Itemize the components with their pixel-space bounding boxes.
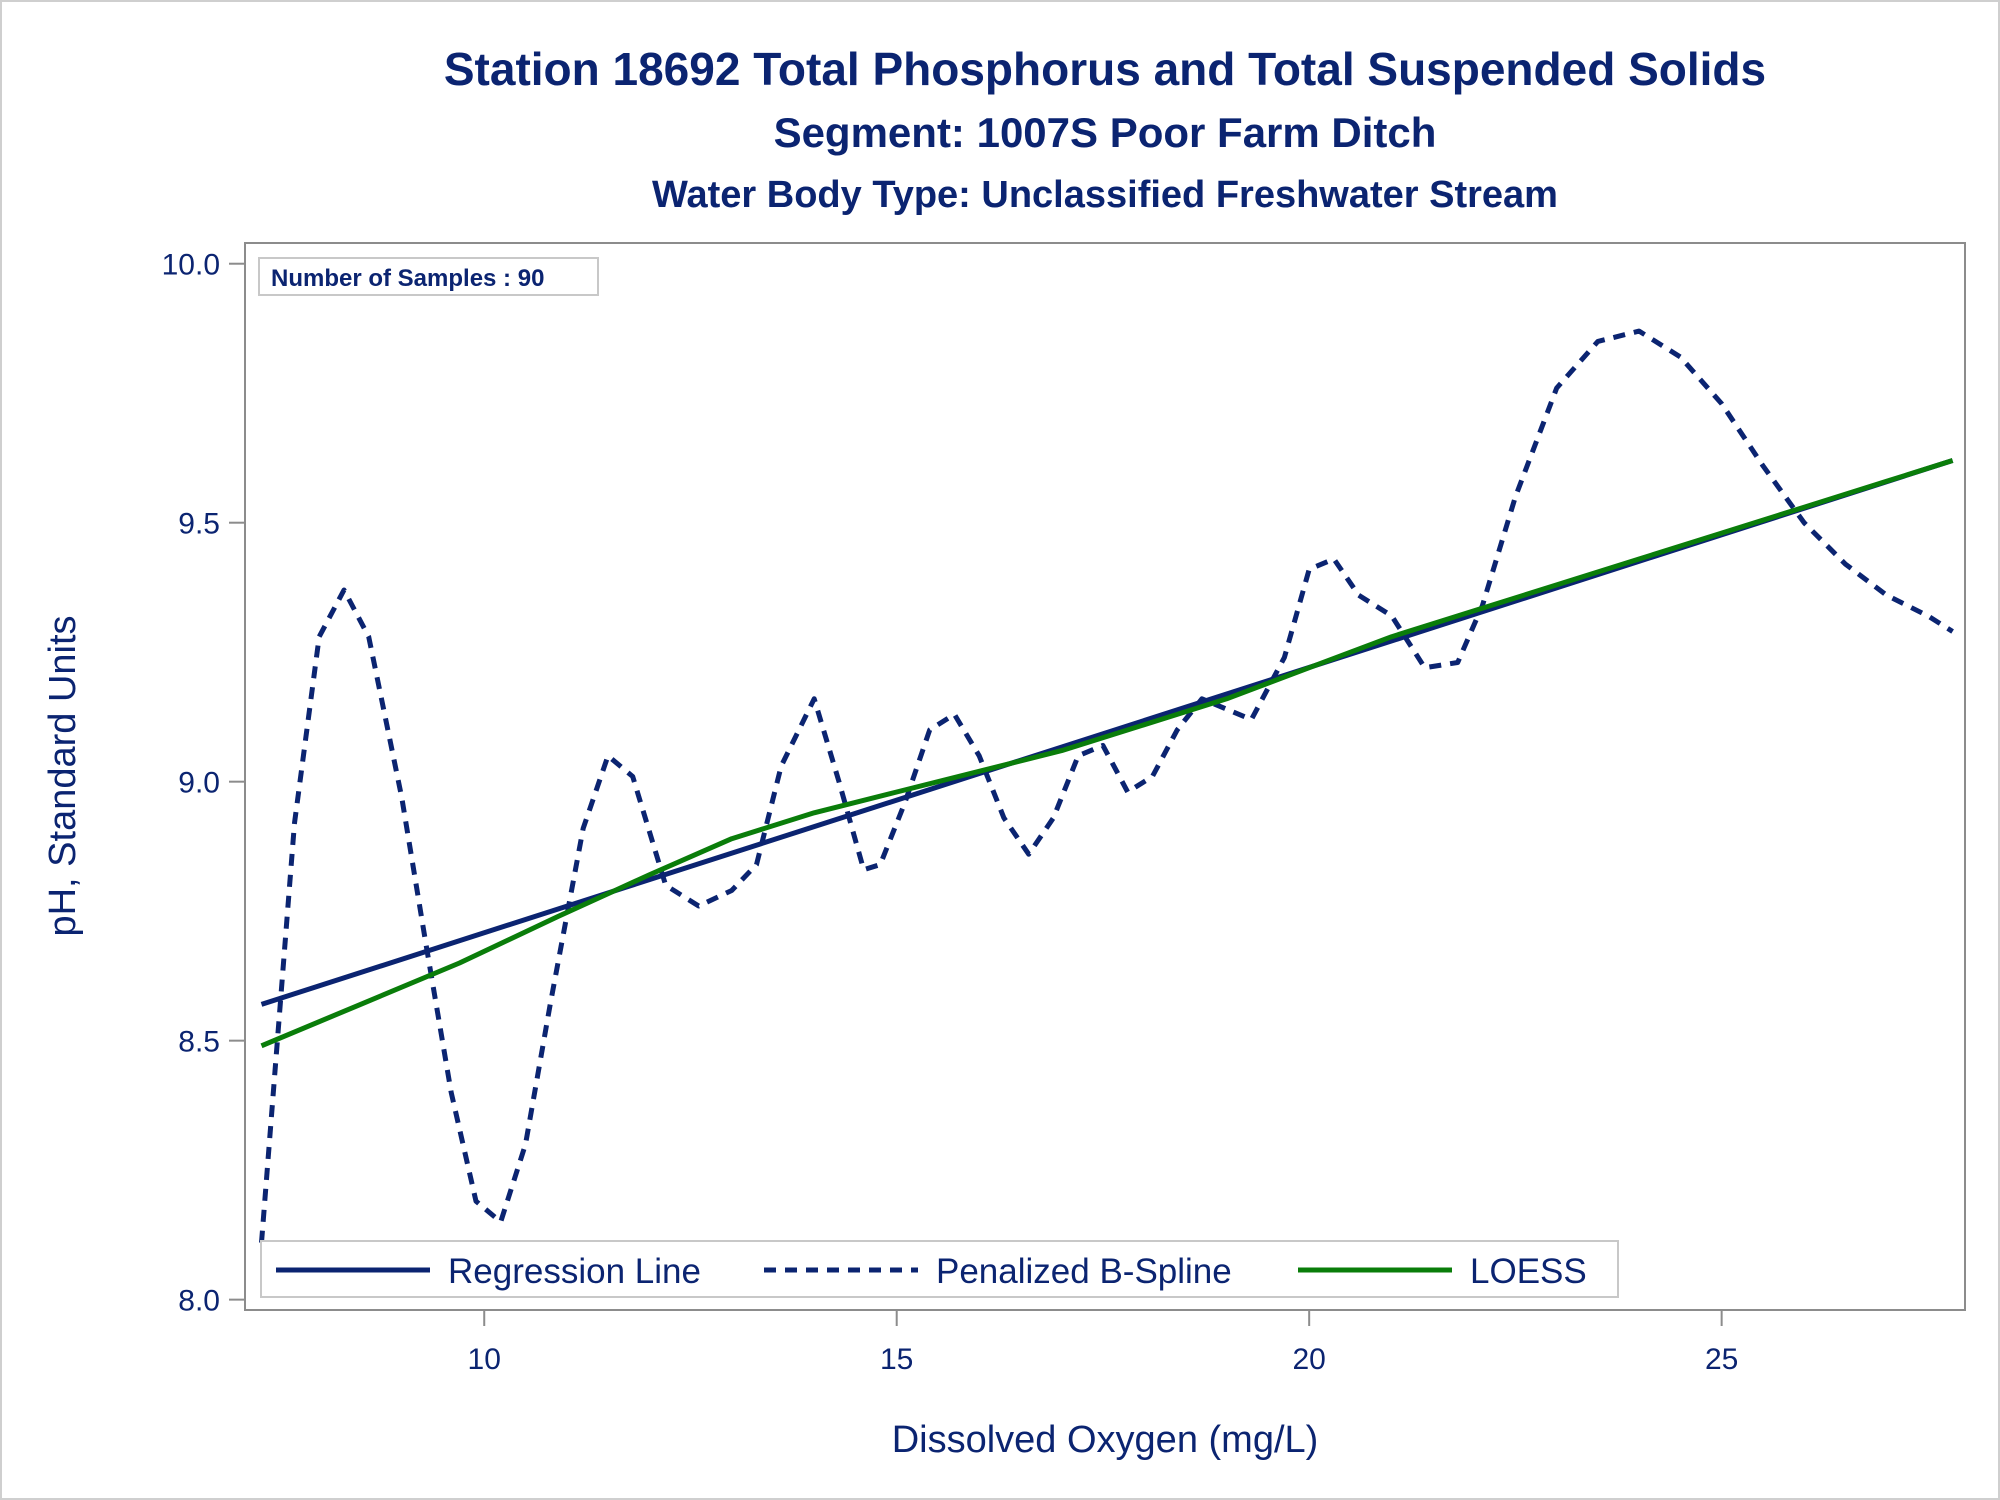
series-penalized-bspline bbox=[259, 328, 1954, 1243]
chart-title: Station 18692 Total Phosphorus and Total… bbox=[444, 43, 1766, 95]
sample-count-text: Number of Samples : 90 bbox=[271, 265, 544, 292]
y-tick-label: 8.5 bbox=[178, 1026, 220, 1059]
y-axis-label: pH, Standard Units bbox=[42, 615, 84, 936]
chart-subtitle: Segment: 1007S Poor Farm Ditch bbox=[774, 109, 1437, 156]
x-tick-label: 10 bbox=[468, 1343, 501, 1376]
legend-label-loess: LOESS bbox=[1470, 1252, 1587, 1291]
sample-count-box: Number of Samples : 90 bbox=[258, 257, 599, 296]
chart-subtitle-2: Water Body Type: Unclassified Freshwater… bbox=[652, 174, 1558, 216]
x-tick-label: 20 bbox=[1292, 1343, 1325, 1376]
series-loess bbox=[260, 458, 1954, 1049]
plot-area bbox=[244, 242, 1966, 1311]
series-layer bbox=[259, 328, 1954, 1243]
y-tick-label: 9.5 bbox=[178, 508, 220, 541]
plot-border bbox=[244, 242, 1966, 1311]
legend: Regression Line Penalized B-Spline LOESS bbox=[260, 1240, 1619, 1298]
legend-label-spline: Penalized B-Spline bbox=[936, 1252, 1232, 1291]
x-axis: 10 15 20 25 bbox=[468, 1310, 1738, 1376]
y-tick-label: 10.0 bbox=[162, 249, 220, 282]
x-axis-label: Dissolved Oxygen (mg/L) bbox=[892, 1419, 1319, 1461]
y-axis: 8.0 8.5 9.0 9.5 10.0 bbox=[162, 249, 245, 1318]
legend-label-regression: Regression Line bbox=[448, 1252, 701, 1291]
x-tick-label: 15 bbox=[880, 1343, 913, 1376]
y-tick-label: 8.0 bbox=[178, 1285, 220, 1318]
y-tick-label: 9.0 bbox=[178, 767, 220, 800]
x-tick-label: 25 bbox=[1705, 1343, 1738, 1376]
